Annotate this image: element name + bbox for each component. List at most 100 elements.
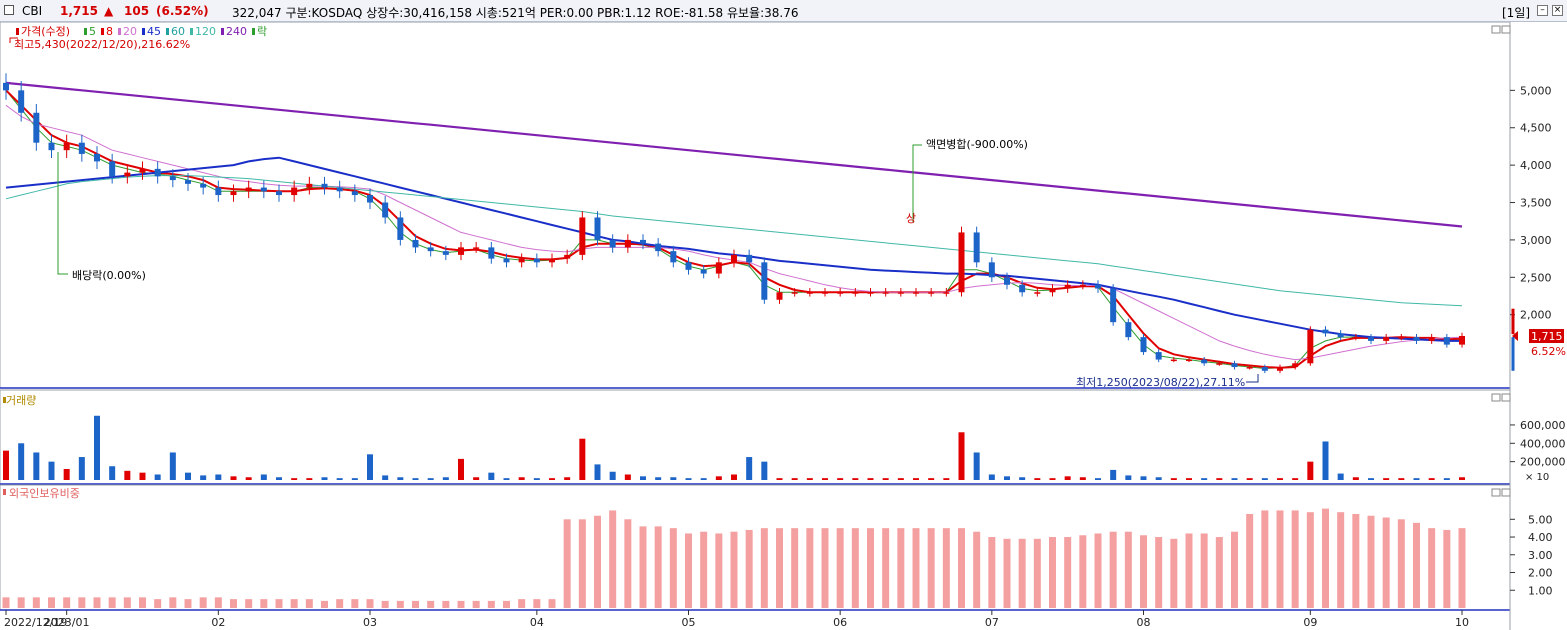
volume-bar	[230, 476, 237, 480]
foreign-bar	[1382, 517, 1390, 608]
volume-bar	[518, 477, 525, 480]
volume-bar	[185, 472, 191, 480]
foreign-bar	[988, 537, 996, 608]
header-checkbox[interactable]	[4, 5, 14, 15]
candle-body	[1231, 363, 1238, 368]
candle-body	[94, 153, 100, 162]
low-annotation: 최저1,250(2023/08/22),27.11%	[1076, 376, 1245, 389]
foreign-bar	[351, 599, 359, 608]
volume-bar	[154, 474, 161, 480]
foreign-bar	[396, 600, 404, 608]
close-icon[interactable]: ×	[1552, 5, 1563, 16]
high-annotation: 최고5,430(2022/12/20),216.62%	[14, 38, 190, 51]
legend-swatch	[221, 28, 224, 35]
panel-icons[interactable]	[1491, 25, 1511, 497]
date-tick-label: 04	[530, 616, 544, 629]
volume-bar	[18, 443, 25, 480]
foreign-bar	[1352, 513, 1360, 608]
foreign-bar	[154, 599, 162, 608]
foreign-bar	[1276, 510, 1284, 608]
volume-bar	[94, 415, 100, 480]
foreign-bar	[912, 528, 920, 608]
candle-body	[63, 142, 70, 151]
volume-bar	[1307, 461, 1314, 480]
legend-swatch	[166, 28, 169, 35]
candle-body	[791, 292, 798, 294]
legend-item: 5	[89, 25, 96, 38]
foreign-bar	[973, 531, 981, 608]
legend-item: 240	[226, 25, 247, 38]
legend-swatch	[16, 28, 19, 35]
foreign-bar	[897, 528, 905, 608]
minimize-icon[interactable]: –	[1537, 5, 1548, 16]
candle-body	[351, 191, 358, 196]
volume-bar	[412, 478, 419, 480]
volume-bar	[1261, 478, 1268, 480]
volume-bar	[958, 432, 965, 480]
foreign-bar	[851, 528, 859, 608]
candle-body	[1186, 359, 1192, 362]
foreign-bar	[1231, 531, 1238, 608]
volume-bar	[1049, 478, 1056, 480]
candle-body	[928, 292, 935, 294]
candle-body	[382, 202, 389, 218]
foreign-bar	[17, 597, 25, 608]
volume-bar	[806, 478, 813, 480]
foreign-bar	[1124, 531, 1132, 608]
foreign-bar	[1397, 519, 1405, 608]
volume-bar	[670, 477, 677, 480]
candle-body	[731, 254, 737, 263]
volume-bar	[1019, 477, 1026, 480]
volume-bar	[276, 477, 282, 480]
foreign-bar	[321, 600, 328, 608]
candle-body	[988, 262, 995, 278]
foreign-bar	[427, 600, 435, 608]
candle-body	[139, 168, 146, 173]
chart-area[interactable]: 가격(수정) 5 8 20 45 60 120 240 락 5,000 4,500 4,000 3,5…	[0, 22, 1567, 630]
candle-body	[154, 168, 161, 177]
candle-body	[1049, 288, 1056, 293]
candle-body	[18, 90, 25, 113]
foreign-bar	[654, 526, 662, 608]
volume-bar	[1231, 478, 1238, 480]
price-tick-label: 4,000	[1520, 159, 1552, 172]
candle-body	[1110, 288, 1117, 323]
candle-body	[245, 187, 252, 192]
candle-body	[1019, 284, 1026, 293]
foreign-bar	[366, 599, 374, 608]
foreign-bar	[139, 597, 146, 608]
volume-bar	[1398, 478, 1405, 480]
candle-body	[1095, 284, 1101, 289]
volume-bar	[124, 470, 131, 480]
candles	[3, 73, 1465, 374]
price-tick-label: 3,000	[1520, 234, 1552, 247]
foreign-bar	[700, 531, 708, 608]
candle-body	[442, 251, 449, 255]
period-label[interactable]: [1일]	[1502, 6, 1531, 20]
candle-body	[1277, 367, 1283, 371]
foreign-bar	[609, 510, 617, 608]
chart-header: CBI 1,715 ▲ 105 (6.52%) 322,047 구분:KOSDA…	[0, 0, 1567, 22]
foreign-bar	[1291, 510, 1299, 608]
candle-body	[185, 180, 191, 184]
candle-body	[336, 187, 343, 192]
stock-info: 322,047 구분:KOSDAQ 상장수:30,416,158 시총:521억…	[232, 6, 799, 20]
foreign-bar	[806, 528, 814, 608]
candle-body	[1322, 329, 1329, 334]
date-tick-label: 07	[985, 616, 999, 629]
foreign-bar	[214, 597, 222, 608]
candle-body	[1383, 337, 1390, 341]
foreign-bar	[1200, 533, 1208, 608]
volume-tick-label: 400,000	[1520, 437, 1566, 450]
candle-body	[1140, 337, 1147, 353]
volume-bar	[1428, 478, 1435, 480]
volume-bar	[33, 452, 40, 480]
volume-bar	[1034, 478, 1041, 480]
candle-body	[276, 191, 282, 196]
candle-body	[260, 187, 267, 192]
candle-body	[700, 269, 707, 274]
volume-bar	[609, 471, 616, 480]
volume-multiplier: × 10	[1525, 472, 1549, 483]
foreign-bar	[518, 599, 526, 608]
volume-bar	[761, 461, 768, 480]
